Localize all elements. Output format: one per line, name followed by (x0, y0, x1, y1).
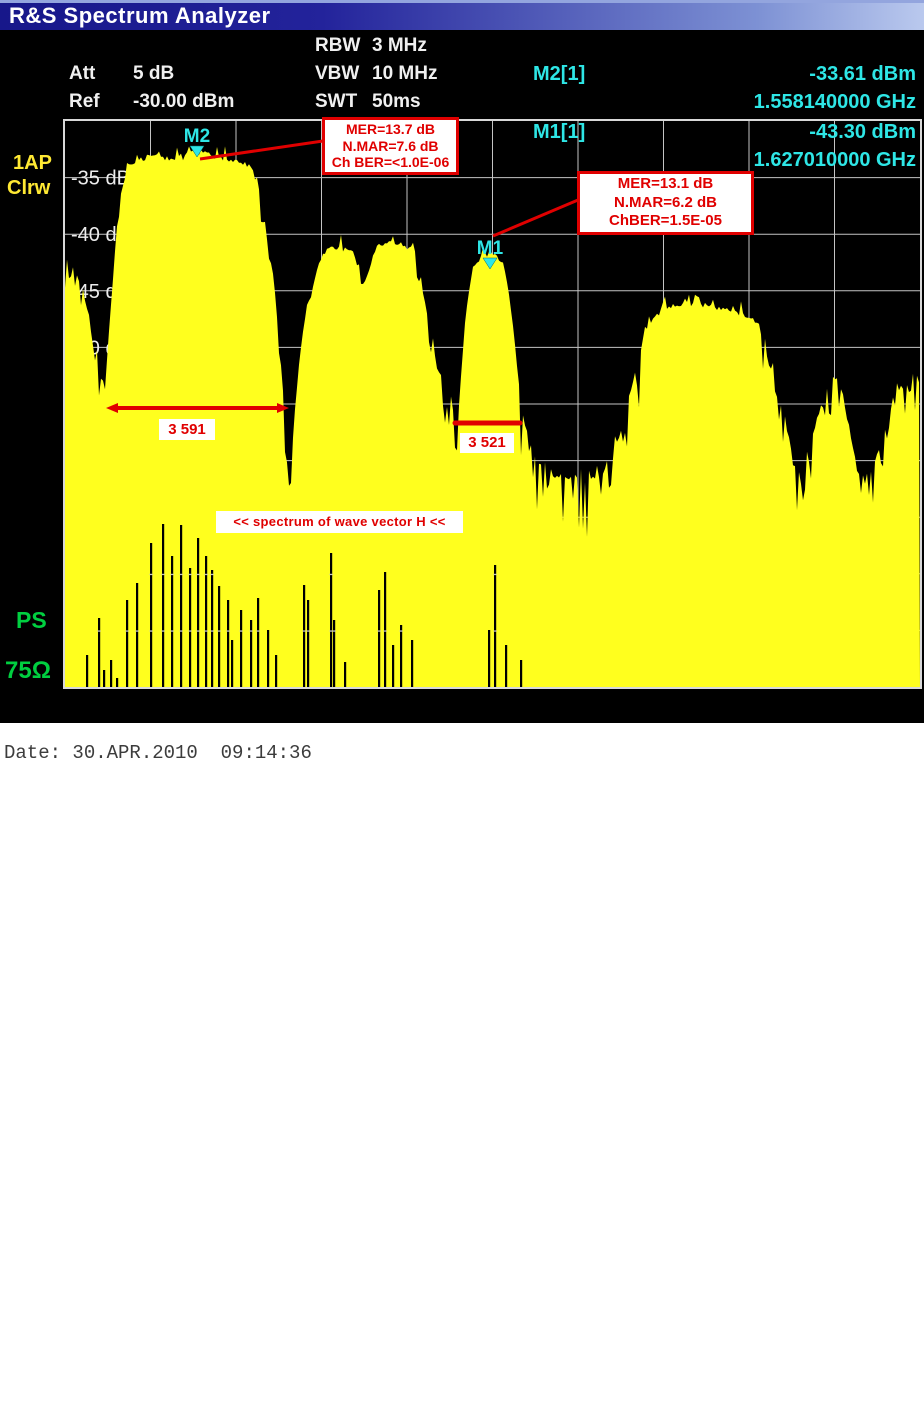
mer-annotation-line: ChBER=1.5E-05 (609, 212, 722, 229)
marker-m2-name: M2[1] (533, 63, 586, 85)
svg-text:-35 dB: -35 dB (71, 168, 130, 190)
trace-mode-label: Clrw (7, 177, 51, 199)
mer-annotation-box-m2: MER=13.7 dB N.MAR=7.6 dB Ch BER=<1.0E-06 (322, 117, 459, 175)
ref-label: Ref (69, 91, 100, 112)
bandwidth-label-1: 3 591 (159, 419, 215, 440)
vbw-label: VBW (315, 63, 360, 84)
preselector-label: PS (16, 607, 47, 633)
trace-detector-label: 1AP (13, 152, 52, 174)
footer-bar: CF 1.6272 GHz Span 200.0 MHz (0, 689, 924, 1408)
mer-annotation-line: N.MAR=6.2 dB (614, 193, 717, 211)
swt-value: 50ms (372, 91, 421, 112)
mer-annotation-line: MER=13.7 dB (345, 121, 436, 137)
mer-annotation-line: N.MAR=7.6 dB (342, 137, 439, 154)
svg-text:M2: M2 (184, 126, 210, 147)
vbw-setting: VBW 10 MHz (315, 63, 437, 85)
marker-m1-level: -43.30 dBm (809, 121, 916, 143)
marker-m2-level: -33.61 dBm (809, 63, 916, 85)
spectrum-note-box: << spectrum of wave vector H << (216, 511, 463, 533)
mer-annotation-box-m1: MER=13.1 dB N.MAR=6.2 dB ChBER=1.5E-05 (577, 171, 754, 235)
ref-level-setting: Ref -30.00 dBm (69, 91, 234, 113)
attenuation-setting: Att 5 dB (69, 63, 174, 85)
rbw-setting: RBW 3 MHz (315, 35, 427, 57)
impedance-label: 75Ω (5, 657, 51, 684)
center-frequency-readout: CF 1.6272 GHz (70, 1381, 237, 1408)
marker-m1-frequency: 1.627010000 GHz (753, 149, 916, 171)
rbw-label: RBW (315, 35, 361, 56)
rbw-value: 3 MHz (372, 35, 427, 56)
marker-m1-name: M1[1] (533, 121, 586, 143)
swt-label: SWT (315, 91, 358, 112)
app-title: R&S Spectrum Analyzer (9, 3, 271, 28)
span-readout: Span 200.0 MHz (732, 1381, 914, 1408)
vbw-value: 10 MHz (372, 63, 438, 84)
spectrum-plot-area: -35 dB -40 dB -45 dB -50 dB M2 M1 (63, 119, 922, 689)
mer-annotation-line: MER=13.1 dB (617, 175, 714, 192)
svg-text:M1: M1 (477, 238, 504, 259)
sweep-time-setting: SWT 50ms (315, 91, 421, 113)
marker-m2-frequency: 1.558140000 GHz (753, 91, 916, 113)
ref-value: -30.00 dBm (133, 91, 235, 112)
svg-text:-40 dB: -40 dB (71, 224, 130, 246)
instrument-screen: R&S Spectrum Analyzer RBW 3 MHz Att 5 dB V… (0, 0, 924, 723)
att-label: Att (69, 63, 96, 84)
att-value: 5 dB (133, 63, 175, 84)
mer-annotation-line: Ch BER=<1.0E-06 (331, 154, 450, 170)
title-bar: R&S Spectrum Analyzer (0, 0, 924, 30)
hardcopy-date: Date: 30.APR.2010 09:14:36 (4, 742, 312, 764)
bandwidth-label-2: 3 521 (460, 433, 514, 453)
